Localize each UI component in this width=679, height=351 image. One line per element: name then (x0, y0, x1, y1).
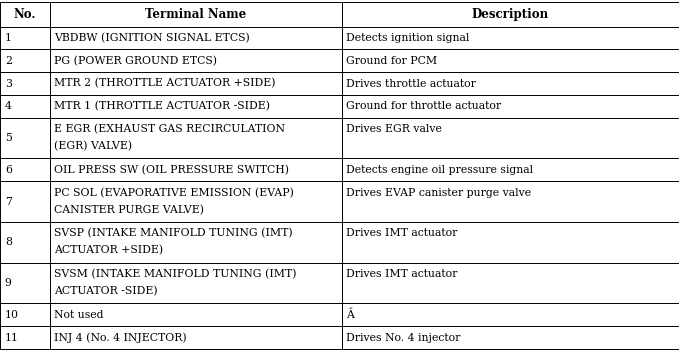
Text: Detects ignition signal: Detects ignition signal (346, 33, 470, 43)
Bar (0, 304, 50, 326)
Bar (0, 95, 50, 118)
Text: 2: 2 (5, 56, 12, 66)
Text: Terminal Name: Terminal Name (145, 8, 246, 21)
Text: 1: 1 (5, 33, 12, 43)
Text: PC SOL (EVAPORATIVE EMISSION (EVAP): PC SOL (EVAPORATIVE EMISSION (EVAP) (54, 187, 294, 198)
Text: INJ 4 (No. 4 INJECTOR): INJ 4 (No. 4 INJECTOR) (54, 332, 187, 343)
Bar (342, 263, 679, 304)
Text: Drives EVAP canister purge valve: Drives EVAP canister purge valve (346, 187, 532, 198)
Text: Ground for PCM: Ground for PCM (346, 56, 437, 66)
Text: MTR 1 (THROTTLE ACTUATOR -SIDE): MTR 1 (THROTTLE ACTUATOR -SIDE) (54, 101, 270, 112)
Bar (0, 326, 50, 349)
Text: ACTUATOR +SIDE): ACTUATOR +SIDE) (54, 245, 164, 256)
Text: Â: Â (346, 310, 354, 320)
Text: ACTUATOR -SIDE): ACTUATOR -SIDE) (54, 286, 158, 296)
Bar (0, 263, 50, 304)
Bar (50, 27, 342, 49)
Bar (342, 158, 679, 181)
Text: 5: 5 (5, 133, 12, 143)
Bar (0, 181, 50, 222)
Bar (342, 326, 679, 349)
Bar (0, 27, 50, 49)
Bar (0, 72, 50, 95)
Text: SVSP (INTAKE MANIFOLD TUNING (IMT): SVSP (INTAKE MANIFOLD TUNING (IMT) (54, 228, 293, 239)
Bar (342, 72, 679, 95)
Bar (50, 263, 342, 304)
Text: Drives EGR valve: Drives EGR valve (346, 124, 442, 134)
Text: Not used: Not used (54, 310, 104, 320)
Bar (50, 304, 342, 326)
Bar (0, 222, 50, 263)
Bar (0, 158, 50, 181)
Text: Description: Description (472, 8, 549, 21)
Bar (50, 72, 342, 95)
Text: VBDBW (IGNITION SIGNAL ETCS): VBDBW (IGNITION SIGNAL ETCS) (54, 33, 250, 43)
Text: 11: 11 (5, 333, 19, 343)
Text: SVSM (INTAKE MANIFOLD TUNING (IMT): SVSM (INTAKE MANIFOLD TUNING (IMT) (54, 269, 297, 279)
Text: CANISTER PURGE VALVE): CANISTER PURGE VALVE) (54, 205, 204, 215)
Bar (50, 222, 342, 263)
Text: E EGR (EXHAUST GAS RECIRCULATION: E EGR (EXHAUST GAS RECIRCULATION (54, 124, 285, 134)
Text: MTR 2 (THROTTLE ACTUATOR +SIDE): MTR 2 (THROTTLE ACTUATOR +SIDE) (54, 78, 276, 89)
Text: Detects engine oil pressure signal: Detects engine oil pressure signal (346, 165, 534, 175)
Text: 9: 9 (5, 278, 12, 288)
Bar (342, 181, 679, 222)
Text: 10: 10 (5, 310, 19, 320)
Bar (342, 2, 679, 27)
Bar (342, 118, 679, 158)
Text: Drives IMT actuator: Drives IMT actuator (346, 269, 458, 279)
Bar (342, 95, 679, 118)
Text: 6: 6 (5, 165, 12, 175)
Text: Ground for throttle actuator: Ground for throttle actuator (346, 101, 501, 111)
Bar (0, 2, 50, 27)
Bar (0, 118, 50, 158)
Text: 7: 7 (5, 197, 12, 207)
Bar (342, 304, 679, 326)
Bar (342, 27, 679, 49)
Text: (EGR) VALVE): (EGR) VALVE) (54, 141, 132, 151)
Text: No.: No. (14, 8, 36, 21)
Text: PG (POWER GROUND ETCS): PG (POWER GROUND ETCS) (54, 55, 217, 66)
Text: 8: 8 (5, 237, 12, 247)
Bar (50, 2, 342, 27)
Text: Drives IMT actuator: Drives IMT actuator (346, 229, 458, 238)
Text: OIL PRESS SW (OIL PRESSURE SWITCH): OIL PRESS SW (OIL PRESSURE SWITCH) (54, 165, 289, 175)
Bar (342, 49, 679, 72)
Text: Drives throttle actuator: Drives throttle actuator (346, 79, 476, 88)
Bar (50, 158, 342, 181)
Bar (50, 49, 342, 72)
Bar (50, 181, 342, 222)
Text: Drives No. 4 injector: Drives No. 4 injector (346, 333, 460, 343)
Text: 4: 4 (5, 101, 12, 111)
Bar (342, 222, 679, 263)
Bar (50, 95, 342, 118)
Bar (50, 118, 342, 158)
Bar (0, 49, 50, 72)
Text: 3: 3 (5, 79, 12, 88)
Bar (50, 326, 342, 349)
